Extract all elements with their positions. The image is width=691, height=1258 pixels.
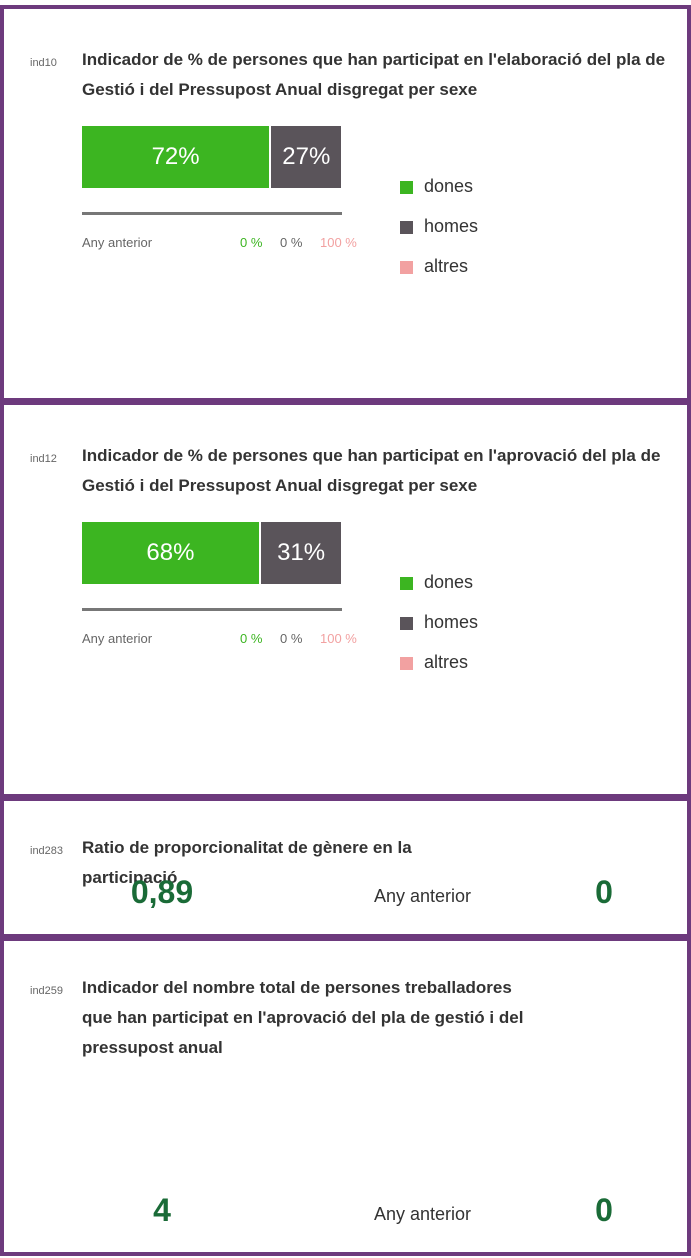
previous-value: 100 % xyxy=(320,631,357,646)
bar-label: 31% xyxy=(277,539,326,566)
legend-swatch xyxy=(400,261,413,274)
indicator-value: 0,89 xyxy=(130,874,194,910)
indicator-card: ind283 Ratio de proporcionalitat de gèner… xyxy=(0,797,691,938)
previous-value: 0 % xyxy=(240,235,263,250)
legend-label: dones xyxy=(424,176,474,196)
bar-label: 27% xyxy=(282,143,331,170)
previous-bar xyxy=(82,212,342,215)
previous-value: 0 xyxy=(595,874,613,910)
indicator-id: ind10 xyxy=(30,57,57,69)
legend-swatch xyxy=(400,617,413,630)
previous-label: Any anterior xyxy=(82,631,153,646)
legend-swatch xyxy=(400,181,413,194)
bar-segment: 27% xyxy=(271,126,342,188)
previous-label: Any anterior xyxy=(374,1204,472,1224)
previous-value: 0 xyxy=(595,1192,613,1228)
bar-segment: 31% xyxy=(260,522,342,584)
bar-label: 72% xyxy=(151,143,200,170)
bar-segment: 68% xyxy=(82,522,259,584)
legend-swatch xyxy=(400,221,413,234)
indicator-card: ind12 Indicador de % de persones que han … xyxy=(0,401,691,798)
legend-label: homes xyxy=(424,612,479,632)
indicator-card: ind259 Indicador del nombre total de pers… xyxy=(0,937,691,1256)
bar-label: 68% xyxy=(146,539,195,566)
legend-label: homes xyxy=(424,216,479,236)
legend-label: altres xyxy=(424,652,469,672)
indicator-title: Indicador de % de persones que han parti… xyxy=(82,446,661,495)
indicator-id: ind12 xyxy=(30,453,57,465)
legend-label: altres xyxy=(424,256,469,276)
legend-label: dones xyxy=(424,572,474,592)
previous-bar xyxy=(82,608,342,611)
indicator-id: ind259 xyxy=(30,985,64,997)
legend-swatch xyxy=(400,657,413,670)
previous-value: 0 % xyxy=(240,631,263,646)
indicator-title: Indicador del nombre total de persones t… xyxy=(82,978,524,1057)
indicator-card: ind10 Indicador de % de persones que han … xyxy=(0,5,691,402)
indicator-title: Ratio de proporcionalitat de gènere en l… xyxy=(82,838,412,887)
bar-segment: 72% xyxy=(82,126,270,188)
previous-value: 0 % xyxy=(280,235,303,250)
previous-value: 0 % xyxy=(280,631,303,646)
previous-label: Any anterior xyxy=(374,886,472,906)
indicator-title: Indicador de % de persones que han parti… xyxy=(82,50,666,99)
previous-label: Any anterior xyxy=(82,235,153,250)
indicator-value: 4 xyxy=(153,1192,171,1228)
previous-value: 100 % xyxy=(320,235,357,250)
indicator-id: ind283 xyxy=(30,845,64,857)
legend-swatch xyxy=(400,577,413,590)
